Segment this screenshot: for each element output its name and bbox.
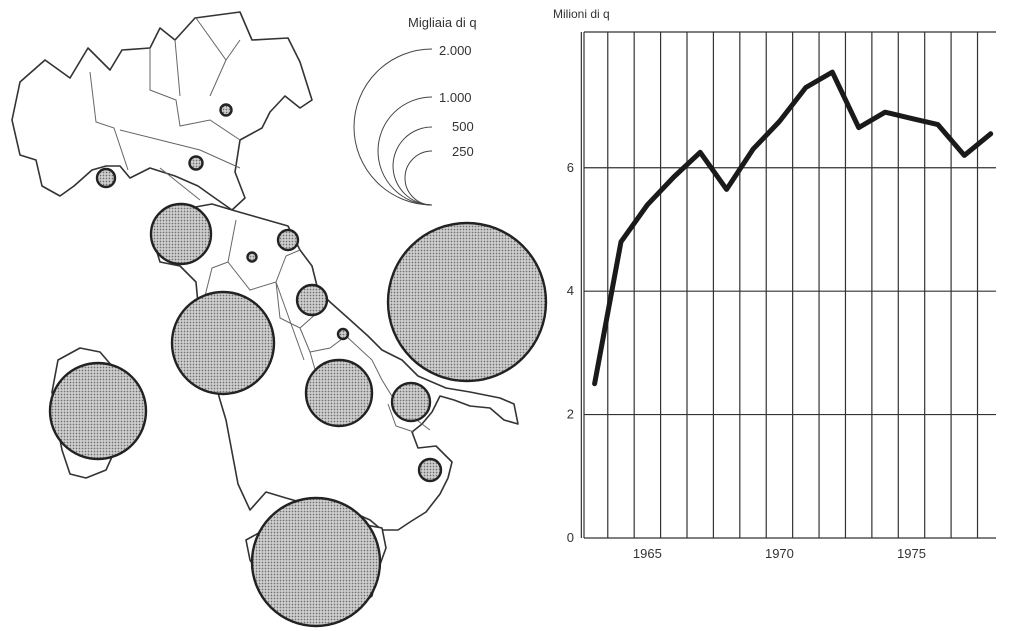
x-tick-label: 1970 [765,546,794,561]
y-axis-label: Milioni di q [553,7,610,21]
horizontal-gridlines [584,31,996,539]
legend-arc-2000 [353,48,433,206]
legend-arc-1000 [377,96,433,206]
map-bubble [188,155,204,171]
map-bubble [336,327,350,341]
map-bubble [149,202,213,266]
map-bubble [386,221,548,383]
map-bubble [219,103,233,117]
map-bubble [250,496,382,628]
map-bubble [246,251,258,263]
x-tick-label: 1965 [633,546,662,561]
legend-arc-250 [404,150,433,206]
legend-label-1000: 1.000 [439,90,472,105]
map-bubble [390,381,432,423]
map-bubbles [48,103,548,628]
y-tick-label: 2 [567,407,574,422]
map-bubble [48,361,148,461]
map-bubble [295,283,329,317]
y-tick-label: 4 [567,283,574,298]
x-tick-labels: 1965 1970 1975 [633,546,926,561]
map-bubble [417,457,443,483]
map-bubble [95,167,117,189]
series-line [592,69,994,387]
legend-label-500: 500 [452,119,474,134]
vertical-gridlines [580,32,979,538]
y-tick-label: 6 [567,160,574,175]
line-chart: Milioni di q 0 2 4 6 1965 1970 1975 [553,7,996,561]
map-bubble [170,290,276,396]
y-tick-labels: 0 2 4 6 [567,160,574,545]
map-bubble [304,358,374,428]
map-north-outline [11,11,313,211]
legend-label-250: 250 [452,144,474,159]
map-bubble [276,228,300,252]
y-tick-label: 0 [567,530,574,545]
x-tick-label: 1975 [897,546,926,561]
size-legend: Migliaia di q 2.000 1.000 500 250 [353,15,477,206]
legend-arc-500 [392,126,433,206]
legend-title: Migliaia di q [408,15,477,30]
legend-label-2000: 2.000 [439,43,472,58]
